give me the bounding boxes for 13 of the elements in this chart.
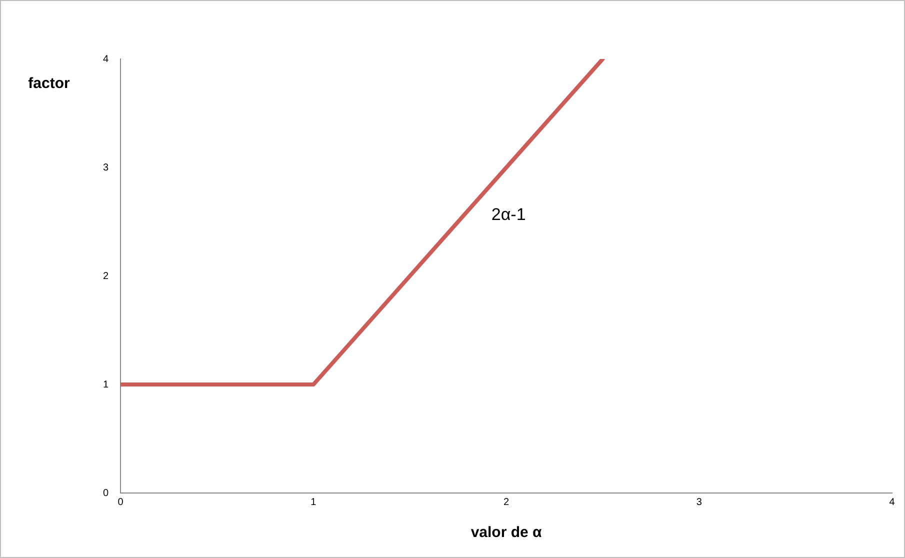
- y-tick-label: 0: [103, 488, 109, 499]
- y-tick-label: 4: [103, 54, 109, 65]
- y-axis-title: factor: [28, 75, 70, 92]
- y-tick-label: 3: [103, 162, 109, 174]
- x-axis-title: valor de α: [470, 524, 543, 542]
- x-tick-label: 0: [118, 496, 124, 508]
- x-tick-label: 3: [696, 496, 702, 508]
- annotation: 2α-1: [491, 204, 526, 224]
- x-tick-label: 1: [310, 496, 317, 508]
- x-tick-label: 4: [889, 496, 896, 508]
- y-tick-label: 1: [103, 379, 109, 390]
- y-tick-label: 2: [103, 270, 109, 282]
- x-tick-label: 2: [504, 496, 510, 508]
